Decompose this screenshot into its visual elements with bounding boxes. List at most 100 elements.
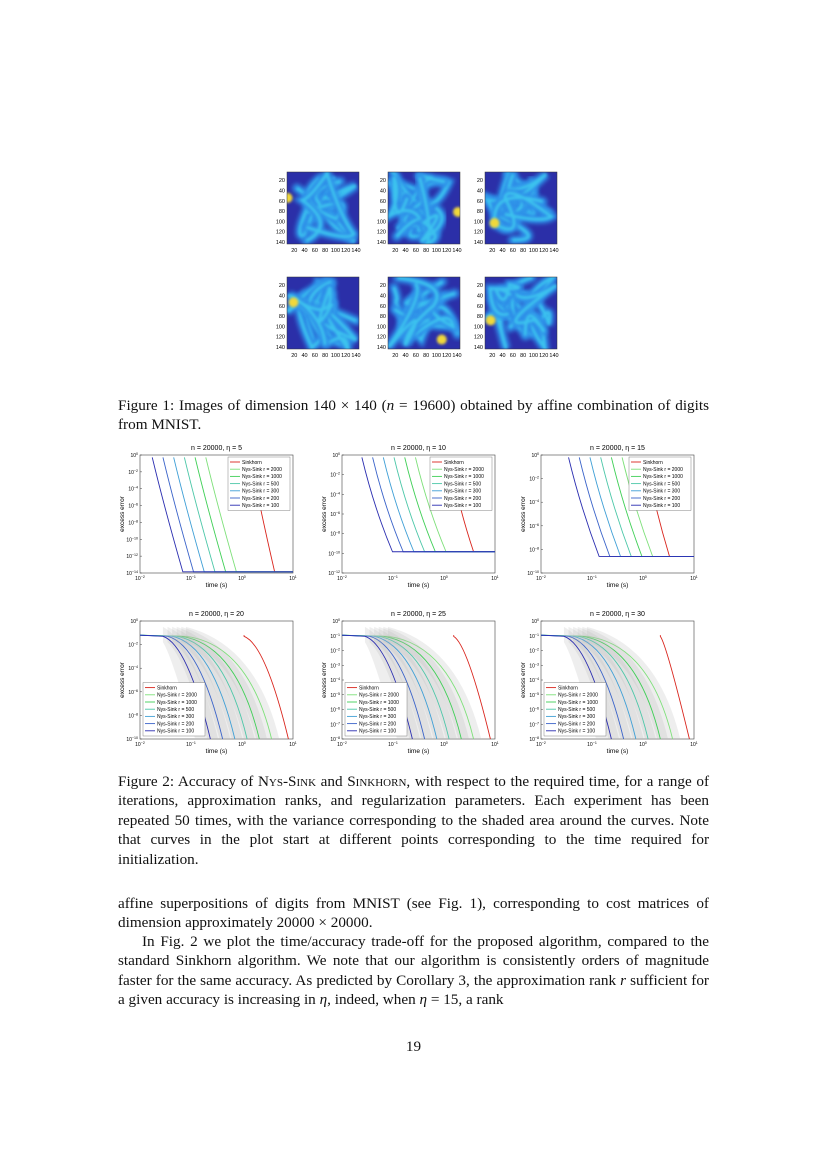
plot-title: n = 20000, η = 30 [590, 611, 645, 618]
legend-label: Nys-Sink r = 300 [242, 489, 279, 495]
tick-base: 10 [337, 742, 343, 748]
y-tick-label: 80 [380, 209, 386, 215]
tick-exponent: −6 [535, 523, 539, 527]
plot-title: n = 20000, η = 25 [391, 611, 446, 618]
tick-base: 10 [330, 693, 336, 699]
blob-core [388, 277, 439, 349]
y-tick-label: 10−10 [527, 570, 539, 577]
y-tick-label: 10−6 [128, 503, 138, 510]
x-tick-label: 100 [440, 575, 448, 582]
y-tick-label: 140 [474, 240, 483, 246]
curve [382, 457, 495, 553]
variance-band [378, 626, 457, 739]
tick-exponent: −8 [134, 519, 138, 523]
y-tick-label: 10−2 [128, 469, 138, 476]
y-tick-label: 10−6 [529, 707, 539, 714]
legend-label: Nys-Sink r = 200 [359, 721, 396, 727]
legend-label: Nys-Sink r = 500 [359, 707, 396, 713]
blob-core [488, 282, 520, 317]
legend-label: Nys-Sink r = 1000 [643, 474, 683, 480]
y-tick-label: 20 [477, 283, 483, 289]
tick-base: 10 [126, 737, 132, 743]
tick-exponent: 0 [645, 575, 647, 579]
y-axis-label: excess error [321, 661, 328, 698]
tick-exponent: −4 [535, 677, 539, 681]
y-axis-label: excess error [520, 661, 527, 698]
x-tick-label: 60 [312, 353, 318, 359]
x-tick-label: 20 [392, 248, 398, 254]
tick-exponent: −4 [535, 499, 539, 503]
y-tick-label: 140 [377, 345, 386, 351]
y-tick-label: 60 [380, 304, 386, 310]
blob-core [287, 286, 334, 346]
curve [205, 457, 293, 573]
y-tick-label: 60 [477, 199, 483, 205]
tick-exponent: 0 [244, 575, 246, 579]
x-axis-label: time (s) [206, 748, 228, 755]
tick-exponent: −1 [394, 741, 398, 745]
tick-exponent: −6 [336, 707, 340, 711]
tick-exponent: 1 [497, 741, 499, 745]
curve [600, 457, 694, 557]
y-tick-label: 120 [276, 335, 285, 341]
x-tick-label: 80 [520, 248, 526, 254]
tick-exponent: 1 [696, 741, 698, 745]
x-tick-label: 40 [403, 248, 409, 254]
tick-exponent: −2 [336, 472, 340, 476]
tick-base: 10 [128, 487, 134, 493]
tick-base: 10 [529, 547, 535, 553]
x-tick-label: 10−2 [536, 741, 546, 748]
x-tick-label: 120 [539, 248, 548, 254]
y-tick-label: 60 [279, 199, 285, 205]
legend-label: Nys-Sink r = 200 [444, 496, 481, 502]
y-tick-label: 10−12 [328, 570, 340, 577]
x-tick-label: 80 [423, 248, 429, 254]
curve [372, 457, 495, 553]
y-tick-label: 10−5 [529, 692, 539, 699]
tick-base: 10 [330, 473, 336, 479]
tick-exponent: −2 [343, 741, 347, 745]
y-tick-label: 10−5 [330, 692, 340, 699]
paragraph: affine superpositions of digits from MNI… [118, 894, 709, 933]
x-tick-label: 101 [690, 741, 698, 748]
y-tick-label: 140 [474, 345, 483, 351]
hot-spot [436, 334, 447, 345]
tick-exponent: −7 [535, 721, 539, 725]
legend-label: Sinkhorn [359, 685, 379, 691]
y-tick-label: 10−2 [330, 472, 340, 479]
legend-label: Nys-Sink r = 2000 [444, 467, 484, 473]
text-segment: η [319, 991, 328, 1009]
hot-spot [287, 192, 293, 203]
text-segment: In Fig. 2 we plot the time/accuracy trad… [118, 933, 709, 989]
tick-base: 10 [531, 619, 537, 625]
tick-base: 10 [330, 492, 336, 498]
legend-label: Nys-Sink r = 500 [444, 481, 481, 487]
tick-exponent: −14 [132, 570, 138, 574]
legend-label: Nys-Sink r = 1000 [157, 700, 197, 706]
tick-base: 10 [128, 643, 134, 649]
tick-exponent: −12 [132, 553, 138, 557]
hot-spot [489, 218, 500, 229]
text-segment: = 15, a rank [427, 991, 504, 1009]
tick-base: 10 [135, 576, 141, 582]
text-segment: sufficient for a given accuracy is incre… [118, 971, 709, 1009]
tick-exponent: −2 [542, 575, 546, 579]
x-tick-label: 80 [322, 248, 328, 254]
tick-base: 10 [529, 708, 535, 714]
y-tick-label: 40 [380, 294, 386, 300]
x-tick-label: 101 [289, 741, 297, 748]
y-tick-label: 10−6 [128, 689, 138, 696]
curve [341, 634, 438, 740]
curve [610, 457, 694, 557]
y-tick-label: 10−4 [128, 486, 138, 493]
x-tick-label: 100 [238, 575, 246, 582]
y-tick-label: 120 [474, 335, 483, 341]
y-tick-label: 100 [332, 452, 340, 459]
tick-base: 10 [128, 666, 134, 672]
